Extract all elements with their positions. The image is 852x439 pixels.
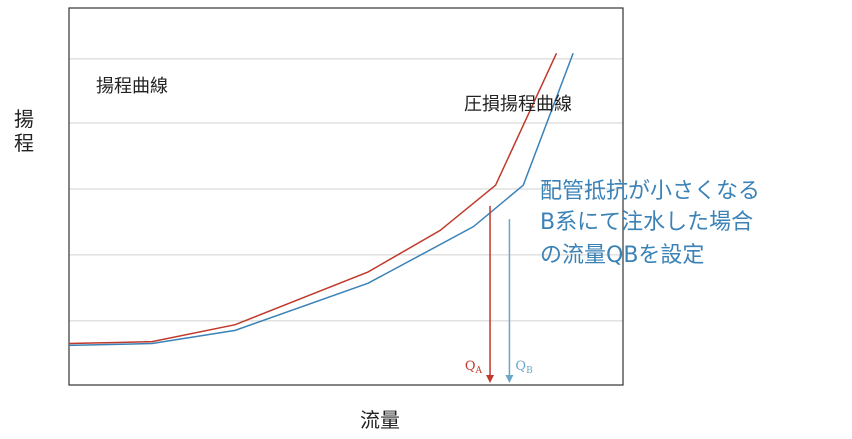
marker-arrow-QB [505,375,514,383]
annotation-line-3: の流量QBを設定 [540,243,704,268]
annotation-line-1: 配管抵抗が小さくなる [540,179,760,204]
annotation-line-2: B系にて注水した場合 [540,210,753,235]
plot-frame [68,7,624,386]
series-lines [68,52,574,347]
series-line-1 [68,52,558,345]
flow-markers: QA QB [465,205,533,383]
y-axis-label: 揚程 [14,107,34,155]
series-label-head-curve: 揚程曲線 [96,76,168,97]
marker-label-QB: QB [515,359,533,376]
marker-arrow-QA [486,375,495,383]
series-line-2 [68,52,574,347]
series-label-loss-head-curve: 圧損揚程曲線 [464,94,572,115]
x-axis-label: 流量 [360,408,400,432]
marker-label-QA: QA [465,359,483,376]
grid-lines [69,58,623,322]
